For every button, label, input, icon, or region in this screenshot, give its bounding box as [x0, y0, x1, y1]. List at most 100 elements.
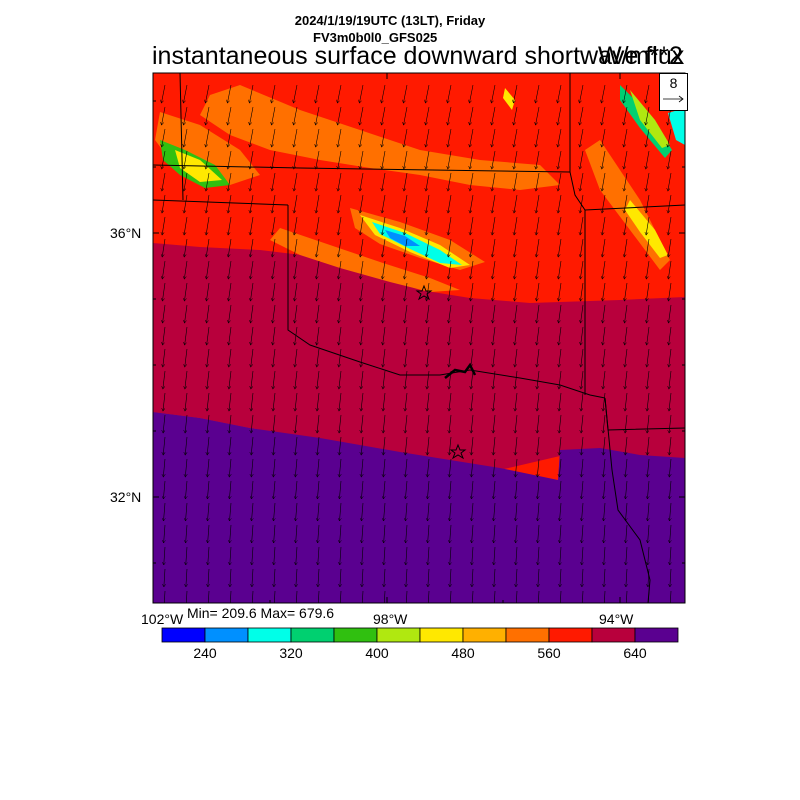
wind-vector-arrow	[294, 194, 298, 213]
station-markers	[415, 284, 467, 460]
wind-vector-arrow	[228, 172, 232, 191]
wind-vector-arrow	[603, 370, 606, 389]
wind-vector-arrow	[515, 370, 518, 389]
wind-vector-arrow	[186, 524, 187, 543]
wind-vector-arrow	[317, 392, 320, 411]
wind-vector-arrow	[515, 326, 518, 345]
wind-vector-arrow	[560, 590, 562, 603]
wind-vector-arrow	[426, 260, 430, 279]
wind-vector-arrow	[559, 414, 562, 433]
wind-vector-arrow	[317, 304, 320, 323]
wind-vector-arrow	[536, 172, 540, 191]
wind-vector-arrow	[560, 568, 561, 587]
wind-vector-arrow	[625, 458, 627, 477]
wind-vector-arrow	[428, 524, 429, 543]
colorbar-swatch	[376, 627, 421, 643]
wind-vector-arrow	[493, 370, 496, 389]
wind-vector-arrow	[185, 458, 187, 477]
wind-vector-arrow	[471, 326, 474, 345]
wind-vector-arrow	[162, 106, 166, 125]
wind-vector-arrow	[670, 590, 672, 603]
wind-vector-arrow	[625, 326, 628, 345]
field-blue-patch	[385, 230, 420, 246]
wind-vector-arrow	[494, 590, 496, 603]
wind-vector-arrow	[493, 392, 496, 411]
wind-vector-arrow	[360, 260, 364, 279]
wind-vector-arrow	[360, 150, 364, 169]
wind-vector-arrow	[668, 150, 672, 169]
wind-vector-arrow	[205, 84, 210, 103]
wind-vector-arrow	[316, 172, 320, 191]
wind-vector-arrow	[493, 480, 495, 499]
wind-vector-arrow	[426, 150, 430, 169]
wind-vector-arrow	[602, 128, 606, 147]
border-line	[604, 397, 651, 603]
wind-vector-arrow	[536, 238, 540, 257]
wind-vector-arrow	[273, 480, 275, 499]
wind-vector-arrow	[316, 128, 320, 147]
wind-vector-arrow	[274, 524, 275, 543]
border-line	[569, 73, 586, 395]
wind-vector-arrow	[337, 84, 342, 103]
wind-vector-arrow	[448, 172, 452, 191]
wind-vector-arrow	[514, 106, 518, 125]
wind-vector-arrow	[428, 568, 429, 587]
wind-vector-arrow	[185, 326, 188, 345]
wind-vector-arrow	[582, 590, 584, 603]
wind-vector-arrow	[383, 458, 385, 477]
wind-vector-arrow	[493, 326, 496, 345]
wind-vector-arrow	[668, 260, 672, 279]
wind-vector-arrow	[317, 348, 320, 367]
wind-vector-arrow	[273, 414, 276, 433]
wind-vector-arrow	[648, 546, 649, 565]
wind-vector-arrow	[361, 414, 364, 433]
wind-vector-arrow	[427, 480, 429, 499]
wind-vector-arrow	[273, 392, 276, 411]
wind-vector-arrow	[581, 370, 584, 389]
wind-vectors	[161, 84, 672, 603]
wind-vector-arrow	[272, 238, 276, 257]
wind-vector-arrow	[207, 480, 209, 499]
wind-vector-arrow	[449, 392, 452, 411]
wind-vector-arrow	[603, 458, 605, 477]
wind-vector-arrow	[624, 128, 628, 147]
wind-vector-arrow	[251, 348, 254, 367]
wind-vector-arrow	[646, 260, 650, 279]
wind-vector-arrow	[669, 304, 672, 323]
wind-vector-arrow	[538, 502, 539, 521]
wind-vector-arrow	[230, 502, 231, 521]
wind-vector-arrow	[559, 370, 562, 389]
wind-vector-arrow	[472, 546, 473, 565]
wind-vector-arrow	[362, 546, 363, 565]
border-line	[153, 164, 571, 173]
wind-vector-arrow	[580, 150, 584, 169]
wind-vector-arrow	[295, 436, 298, 455]
wind-vector-arrow	[317, 370, 320, 389]
wind-vector-arrow	[668, 194, 672, 213]
vector-reference-box: 8	[659, 73, 688, 111]
wind-vector-arrow	[382, 216, 386, 235]
wind-vector-arrow	[249, 84, 254, 103]
wind-vector-arrow	[603, 304, 606, 323]
wind-vector-arrow	[296, 524, 297, 543]
wind-vector-arrow	[208, 546, 209, 565]
wind-vector-arrow	[338, 128, 342, 147]
wind-vector-arrow	[206, 216, 210, 235]
wind-vector-arrow	[274, 502, 275, 521]
wind-vector-arrow	[426, 238, 430, 257]
wind-vector-arrow	[315, 84, 320, 103]
wind-vector-arrow	[272, 128, 276, 147]
wind-vector-arrow	[338, 150, 342, 169]
wind-vector-arrow	[207, 436, 210, 455]
wind-vector-arrow	[448, 282, 452, 301]
wind-vector-arrow	[537, 392, 540, 411]
wind-vector-arrow	[450, 546, 451, 565]
wind-vector-arrow	[646, 216, 650, 235]
wind-vector-arrow	[623, 84, 628, 103]
wind-vector-arrow	[186, 590, 188, 603]
wind-vector-arrow	[624, 216, 628, 235]
wind-vector-arrow	[164, 524, 165, 543]
wind-vector-arrow	[318, 546, 319, 565]
wind-vector-arrow	[582, 524, 583, 543]
wind-vector-arrow	[230, 524, 231, 543]
